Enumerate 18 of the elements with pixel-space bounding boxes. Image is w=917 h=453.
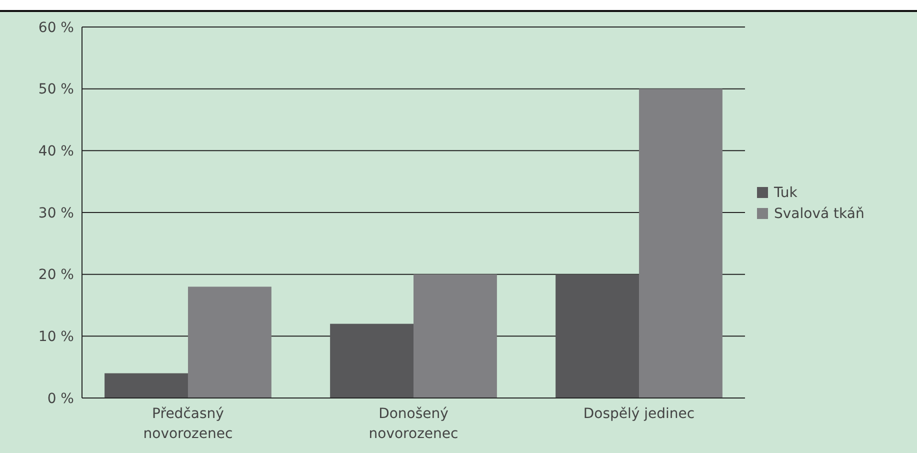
bar: [188, 286, 272, 398]
bar: [104, 373, 188, 398]
bar: [556, 274, 640, 398]
x-tick-label: Předčasný novorozenec: [143, 406, 233, 442]
legend-label: Svalová tkáň: [774, 206, 864, 222]
bar: [639, 88, 722, 398]
x-tick-label: Dospělý jedinec: [583, 406, 695, 422]
bar: [414, 274, 497, 398]
bar: [330, 324, 414, 398]
y-tick-label: 60 %: [38, 20, 74, 36]
y-tick-label: 10 %: [38, 329, 74, 346]
y-tick-label: 40 %: [38, 144, 74, 160]
legend-label: Tuk: [773, 184, 798, 201]
y-tick-label: 20 %: [38, 267, 74, 284]
y-tick-label: 50 %: [38, 82, 74, 98]
x-tick-label: Donošený novorozenec: [368, 406, 458, 442]
y-tick-label: 0 %: [47, 390, 74, 407]
y-tick-label: 30 %: [38, 205, 74, 222]
